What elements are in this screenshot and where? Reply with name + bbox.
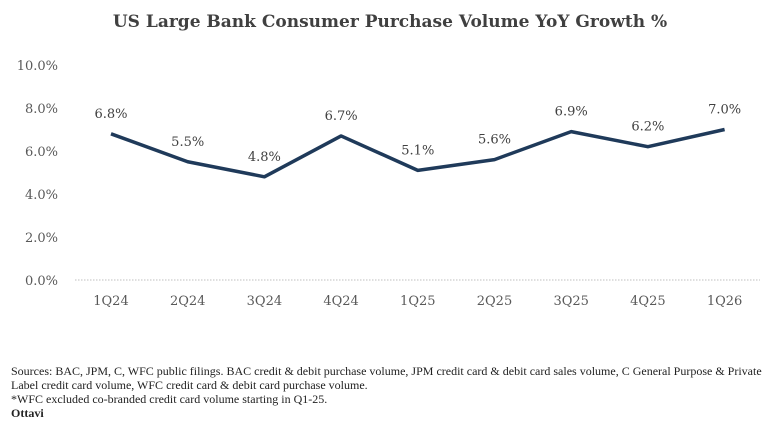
y-tick-label: 0.0%	[25, 274, 58, 289]
data-label: 6.8%	[94, 107, 127, 122]
x-tick-label: 4Q25	[630, 294, 665, 309]
x-tick-label: 2Q24	[170, 294, 205, 309]
x-tick-label: 4Q24	[323, 294, 358, 309]
y-tick-label: 8.0%	[25, 102, 58, 117]
x-tick-label: 2Q25	[477, 294, 512, 309]
chart-title: US Large Bank Consumer Purchase Volume Y…	[112, 12, 668, 32]
x-tick-label: 1Q26	[707, 294, 742, 309]
line-chart: 0.0% 2.0% 4.0% 6.0% 8.0% 10.0% 1Q24 2Q24 3Q24 4Q2…	[17, 59, 760, 309]
y-tick-label: 2.0%	[25, 231, 58, 246]
y-tick-label: 10.0%	[17, 59, 58, 74]
data-label: 5.5%	[171, 135, 204, 150]
data-label: 7.0%	[708, 103, 741, 118]
x-tick-label: 3Q24	[247, 294, 282, 309]
x-tick-label: 3Q25	[553, 294, 588, 309]
data-label: 5.6%	[478, 133, 511, 148]
wfc-note: *WFC excluded co-branded credit card vol…	[11, 392, 328, 406]
data-label: 5.1%	[401, 143, 434, 158]
data-label: 6.9%	[555, 105, 588, 120]
footnotes: Sources: BAC, JPM, C, WFC public filings…	[11, 364, 771, 420]
source-credit: Ottavi	[11, 406, 771, 420]
y-tick-label: 6.0%	[25, 145, 58, 160]
x-tick-label: 1Q24	[93, 294, 128, 309]
data-label: 4.8%	[248, 150, 281, 165]
sources-note: Sources: BAC, JPM, C, WFC public filings…	[11, 364, 762, 392]
y-tick-label: 4.0%	[25, 188, 58, 203]
data-label: 6.7%	[325, 109, 358, 124]
source-label: Ottavi	[11, 406, 44, 420]
data-label: 6.2%	[631, 120, 664, 135]
x-tick-label: 1Q25	[400, 294, 435, 309]
